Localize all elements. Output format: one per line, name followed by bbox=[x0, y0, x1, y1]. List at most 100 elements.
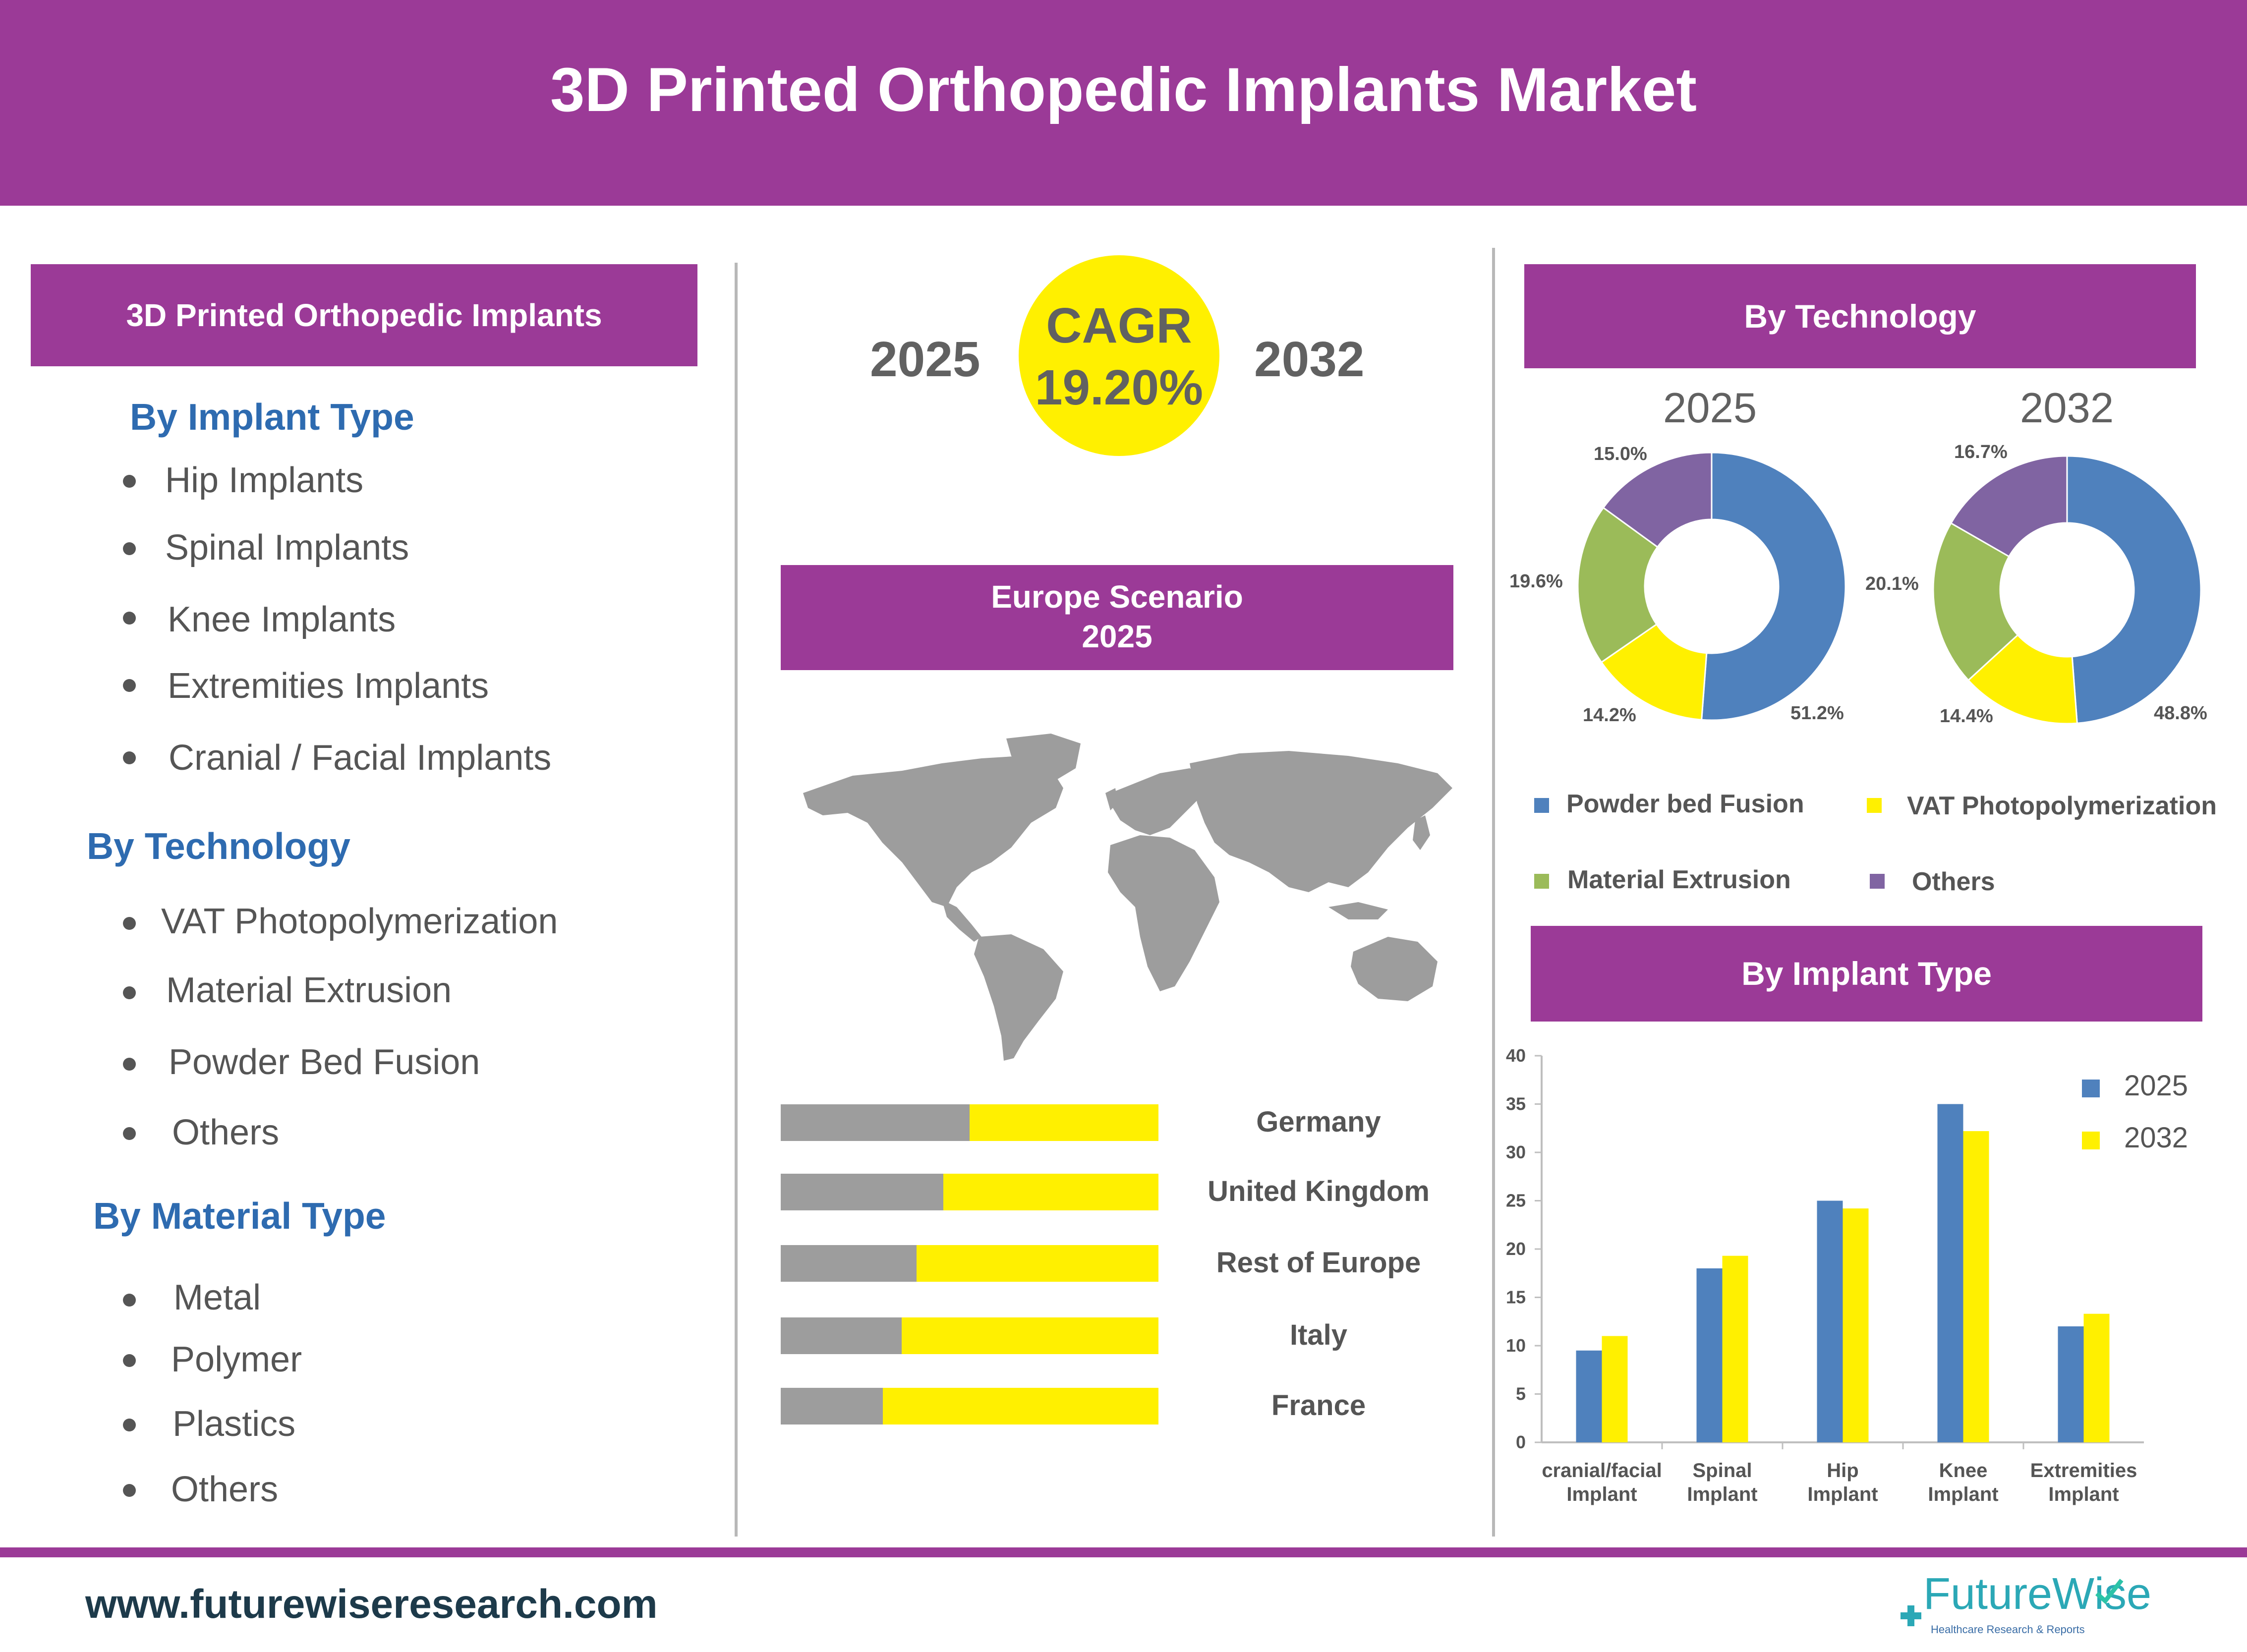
north-america-shape bbox=[803, 756, 1063, 907]
donut-chart-2025 bbox=[1577, 452, 1846, 721]
cagr-start-year: 2025 bbox=[870, 332, 980, 387]
vat-slice bbox=[1967, 634, 2078, 725]
uk-shape bbox=[1105, 788, 1118, 810]
material-extrusion-slice bbox=[1932, 522, 2019, 682]
europe-header: Europe Scenario 2025 bbox=[781, 565, 1453, 670]
list-item: Metal bbox=[173, 1278, 261, 1317]
technology-header-text: By Technology bbox=[1744, 298, 1976, 335]
donut-data-label: 15.0% bbox=[1594, 444, 1647, 464]
divider-right bbox=[1492, 248, 1495, 1537]
bullet-icon bbox=[123, 751, 136, 764]
title-bar bbox=[0, 0, 2247, 206]
left-panel-header-text: 3D Printed Orthopedic Implants bbox=[126, 297, 602, 333]
legend-label: VAT Photopolymerization bbox=[1907, 792, 2217, 820]
bar-2025 bbox=[1696, 1268, 1723, 1442]
x-category-label: Implant bbox=[1928, 1483, 1998, 1505]
donut-chart-2032 bbox=[1932, 455, 2202, 725]
bar-2032 bbox=[1843, 1208, 1869, 1442]
indonesia-shape bbox=[1328, 902, 1388, 919]
europe-bar-yellow bbox=[943, 1174, 1158, 1210]
x-category-label: cranial/facial bbox=[1542, 1460, 1662, 1481]
donut-title-2025: 2025 bbox=[1663, 385, 1757, 432]
africa-shape bbox=[1108, 835, 1219, 991]
bullet-icon bbox=[123, 917, 136, 930]
europe-country-label: Germany bbox=[1256, 1106, 1381, 1138]
greenland-shape bbox=[1006, 734, 1081, 783]
list-item: Cranial / Facial Implants bbox=[169, 738, 552, 778]
australia-shape bbox=[1351, 937, 1438, 1001]
x-category-label: Spinal bbox=[1692, 1460, 1752, 1481]
x-category-label: Implant bbox=[1807, 1483, 1878, 1505]
bar-2025 bbox=[1576, 1350, 1602, 1442]
europe-country-label: France bbox=[1271, 1389, 1366, 1422]
south-america-shape bbox=[974, 934, 1063, 1061]
x-category-label: Implant bbox=[2048, 1483, 2119, 1505]
y-tick-label: 0 bbox=[1516, 1432, 1526, 1452]
donut-data-label: 14.2% bbox=[1583, 705, 1636, 726]
europe-country-label: United Kingdom bbox=[1208, 1175, 1430, 1207]
list-item: Others bbox=[171, 1470, 279, 1509]
legend-swatch-material-extrusion bbox=[1534, 874, 1549, 889]
donut-data-label: 51.2% bbox=[1790, 703, 1844, 724]
bar-2032 bbox=[1722, 1255, 1748, 1442]
implant-chart-header: By Implant Type bbox=[1531, 926, 2202, 1022]
y-tick-label: 25 bbox=[1506, 1191, 1526, 1211]
divider-left bbox=[735, 263, 738, 1537]
central-america-shape bbox=[942, 900, 981, 942]
x-category-label: Hip bbox=[1827, 1460, 1858, 1481]
europe-bar-yellow bbox=[901, 1317, 1158, 1354]
y-tick-label: 10 bbox=[1506, 1335, 1526, 1356]
world-map-icon bbox=[803, 734, 1452, 1061]
legend-label: Others bbox=[1912, 867, 1995, 896]
europe-bar-grey bbox=[781, 1388, 883, 1424]
section-title-material-type: By Material Type bbox=[93, 1195, 386, 1237]
europe-bar-yellow bbox=[970, 1104, 1158, 1141]
europe-bar-grey bbox=[781, 1104, 970, 1141]
list-item: VAT Photopolymerization bbox=[161, 902, 558, 941]
section-title-technology: By Technology bbox=[87, 825, 350, 867]
bullet-icon bbox=[123, 1058, 136, 1071]
bullet-icon bbox=[123, 1484, 136, 1497]
legend-swatch-vat bbox=[1867, 798, 1882, 813]
logo-cross-icon bbox=[1901, 1605, 1921, 1626]
bullet-icon bbox=[123, 1294, 136, 1307]
list-item: Polymer bbox=[171, 1340, 302, 1379]
list-item: Others bbox=[172, 1113, 280, 1152]
page-title: 3D Printed Orthopedic Implants Market bbox=[550, 56, 1697, 124]
bar-2025 bbox=[2058, 1326, 2084, 1442]
footer-url-link[interactable]: www.futurewiseresearch.com bbox=[85, 1582, 658, 1627]
x-category-label: Knee bbox=[1939, 1460, 1988, 1481]
y-tick-label: 30 bbox=[1506, 1142, 1526, 1162]
donut-data-label: 20.1% bbox=[1865, 573, 1919, 594]
others-slice bbox=[1950, 455, 2068, 558]
y-tick-label: 40 bbox=[1506, 1045, 1526, 1066]
list-item: Powder Bed Fusion bbox=[169, 1042, 480, 1082]
x-category-label: Implant bbox=[1566, 1483, 1637, 1505]
legend-swatch bbox=[2082, 1080, 2100, 1097]
section-title-implant-type: By Implant Type bbox=[130, 396, 414, 438]
bullet-icon bbox=[123, 612, 136, 625]
bullet-icon bbox=[123, 542, 136, 555]
bullet-icon bbox=[123, 679, 136, 692]
donut-data-label: 14.4% bbox=[1940, 706, 1993, 727]
legend-label: Material Extrusion bbox=[1567, 865, 1791, 894]
x-category-label: Implant bbox=[1687, 1483, 1757, 1505]
bar-2032 bbox=[1963, 1131, 1989, 1442]
implant-bar-chart: 0510152025303540cranial/facialImplantSpi… bbox=[1506, 1045, 2188, 1505]
others-slice bbox=[1602, 452, 1713, 548]
cagr-label: CAGR bbox=[1046, 298, 1192, 353]
x-category-label: Extremities bbox=[2030, 1460, 2137, 1481]
list-item: Extremities Implants bbox=[168, 666, 489, 706]
europe-header-line2: 2025 bbox=[1082, 619, 1152, 654]
europe-bar-grey bbox=[781, 1245, 917, 1282]
powder-bed-slice bbox=[1701, 452, 1846, 721]
donut-data-label: 19.6% bbox=[1509, 571, 1563, 592]
bar-2025 bbox=[1817, 1200, 1843, 1442]
powder-bed-slice bbox=[2066, 455, 2202, 724]
legend-label: 2032 bbox=[2124, 1122, 2188, 1154]
europe-country-label: Italy bbox=[1289, 1319, 1348, 1351]
logo-tagline: Healthcare Research & Reports bbox=[1931, 1623, 2085, 1636]
europe-bar-yellow bbox=[882, 1388, 1158, 1424]
cagr-value: 19.20% bbox=[1035, 360, 1204, 415]
cagr-circle: CAGR 19.20% bbox=[1019, 255, 1219, 456]
